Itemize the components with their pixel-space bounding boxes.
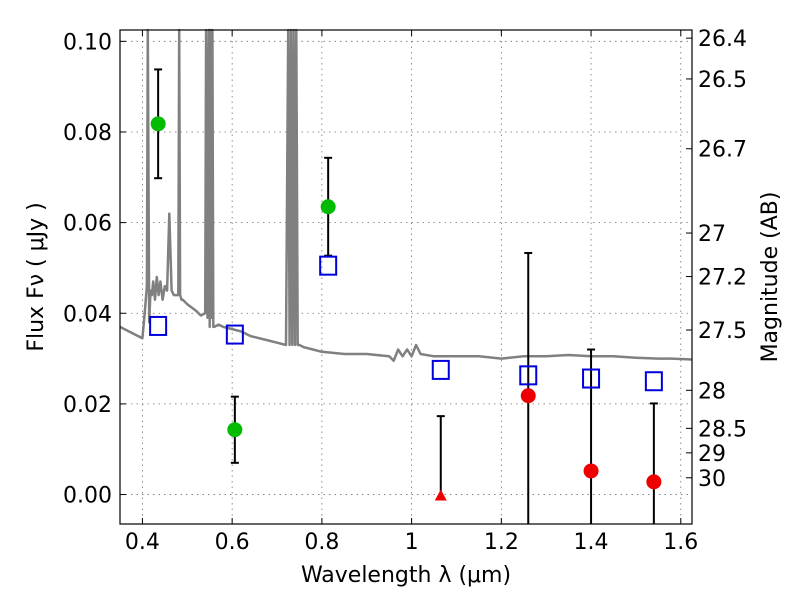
model-flux-square [644,371,663,392]
model-flux-square [319,255,338,276]
x-tick-label: 0.4 [125,530,160,555]
axis-ticks: 0.4 0.6 0.8 1 1.2 1.4 1.6 0.00 0.02 0.04 0.06 0.08 0… [63,27,747,555]
y-axis-title-left: Flux Fν ( μJy ) [24,202,49,351]
y-tick-label: 0.04 [63,302,112,327]
x-tick-label: 1.6 [663,530,698,555]
y-tick-label: 0.06 [63,212,112,237]
model-spectrum [119,28,693,363]
magnitude-tick-label: 26.4 [698,27,747,52]
model-flux-square [149,315,168,336]
y-tick-label: 0.08 [63,121,112,146]
magnitude-tick-label: 26.7 [698,138,747,163]
grid [120,30,692,524]
magnitude-tick-label: 29 [698,442,726,467]
upper-limit-triangle [434,489,447,501]
data-point [227,422,243,438]
magnitude-tick-label: 27.5 [698,319,747,344]
data-point [520,388,536,404]
magnitude-tick-label: 26.5 [698,68,747,93]
model-spectrum-line [119,28,693,363]
data-point [583,463,599,479]
model-flux-square [519,365,538,386]
x-tick-label: 1 [405,530,419,555]
y-tick-label: 0.10 [63,30,112,55]
x-tick-label: 0.6 [215,530,250,555]
data-point [320,199,336,215]
magnitude-tick-label: 27 [698,222,726,247]
x-tick-label: 1.4 [574,530,609,555]
y-tick-label: 0.00 [63,484,112,509]
magnitude-tick-label: 27.2 [698,266,747,291]
model-flux-square [582,368,601,389]
x-tick-label: 0.8 [304,530,339,555]
data-point [150,116,166,132]
y-axis-title-right: Magnitude (AB) [758,192,783,363]
data-marks [149,68,663,524]
x-tick-label: 1.2 [484,530,519,555]
magnitude-tick-label: 28 [698,379,726,404]
x-axis-title: Wavelength λ (μm) [301,563,511,588]
magnitude-tick-label: 28.5 [698,417,747,442]
model-flux-square [431,359,450,380]
data-point [646,474,662,490]
magnitude-tick-label: 30 [698,467,726,492]
y-tick-label: 0.02 [63,393,112,418]
model-flux-square [225,324,244,345]
